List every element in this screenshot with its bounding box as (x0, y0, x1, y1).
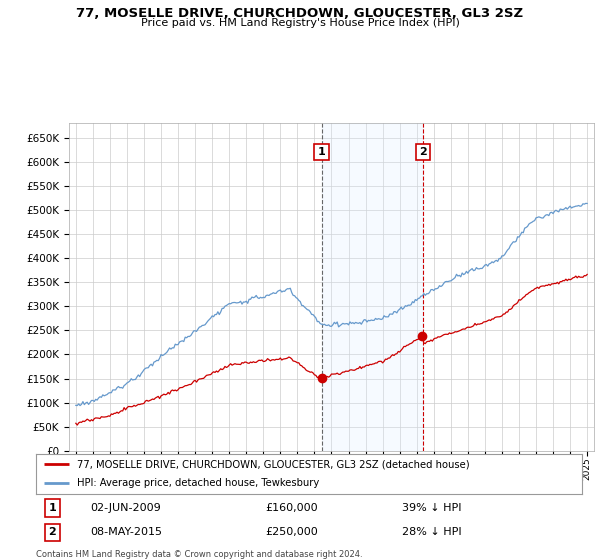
Text: £250,000: £250,000 (265, 527, 318, 537)
Text: 28% ↓ HPI: 28% ↓ HPI (402, 527, 461, 537)
Text: Price paid vs. HM Land Registry's House Price Index (HPI): Price paid vs. HM Land Registry's House … (140, 18, 460, 28)
Text: 08-MAY-2015: 08-MAY-2015 (91, 527, 163, 537)
Text: 1: 1 (318, 147, 325, 157)
Bar (322, 123, 423, 451)
Text: Contains HM Land Registry data © Crown copyright and database right 2024.
This d: Contains HM Land Registry data © Crown c… (36, 550, 362, 560)
Text: 77, MOSELLE DRIVE, CHURCHDOWN, GLOUCESTER, GL3 2SZ (detached house): 77, MOSELLE DRIVE, CHURCHDOWN, GLOUCESTE… (77, 460, 470, 469)
Text: £160,000: £160,000 (265, 503, 318, 513)
Text: 2: 2 (49, 527, 56, 537)
Text: 39% ↓ HPI: 39% ↓ HPI (402, 503, 461, 513)
Text: 1: 1 (49, 503, 56, 513)
Text: 02-JUN-2009: 02-JUN-2009 (91, 503, 161, 513)
Text: 2: 2 (419, 147, 427, 157)
Text: HPI: Average price, detached house, Tewkesbury: HPI: Average price, detached house, Tewk… (77, 478, 319, 488)
Text: 77, MOSELLE DRIVE, CHURCHDOWN, GLOUCESTER, GL3 2SZ: 77, MOSELLE DRIVE, CHURCHDOWN, GLOUCESTE… (76, 7, 524, 20)
